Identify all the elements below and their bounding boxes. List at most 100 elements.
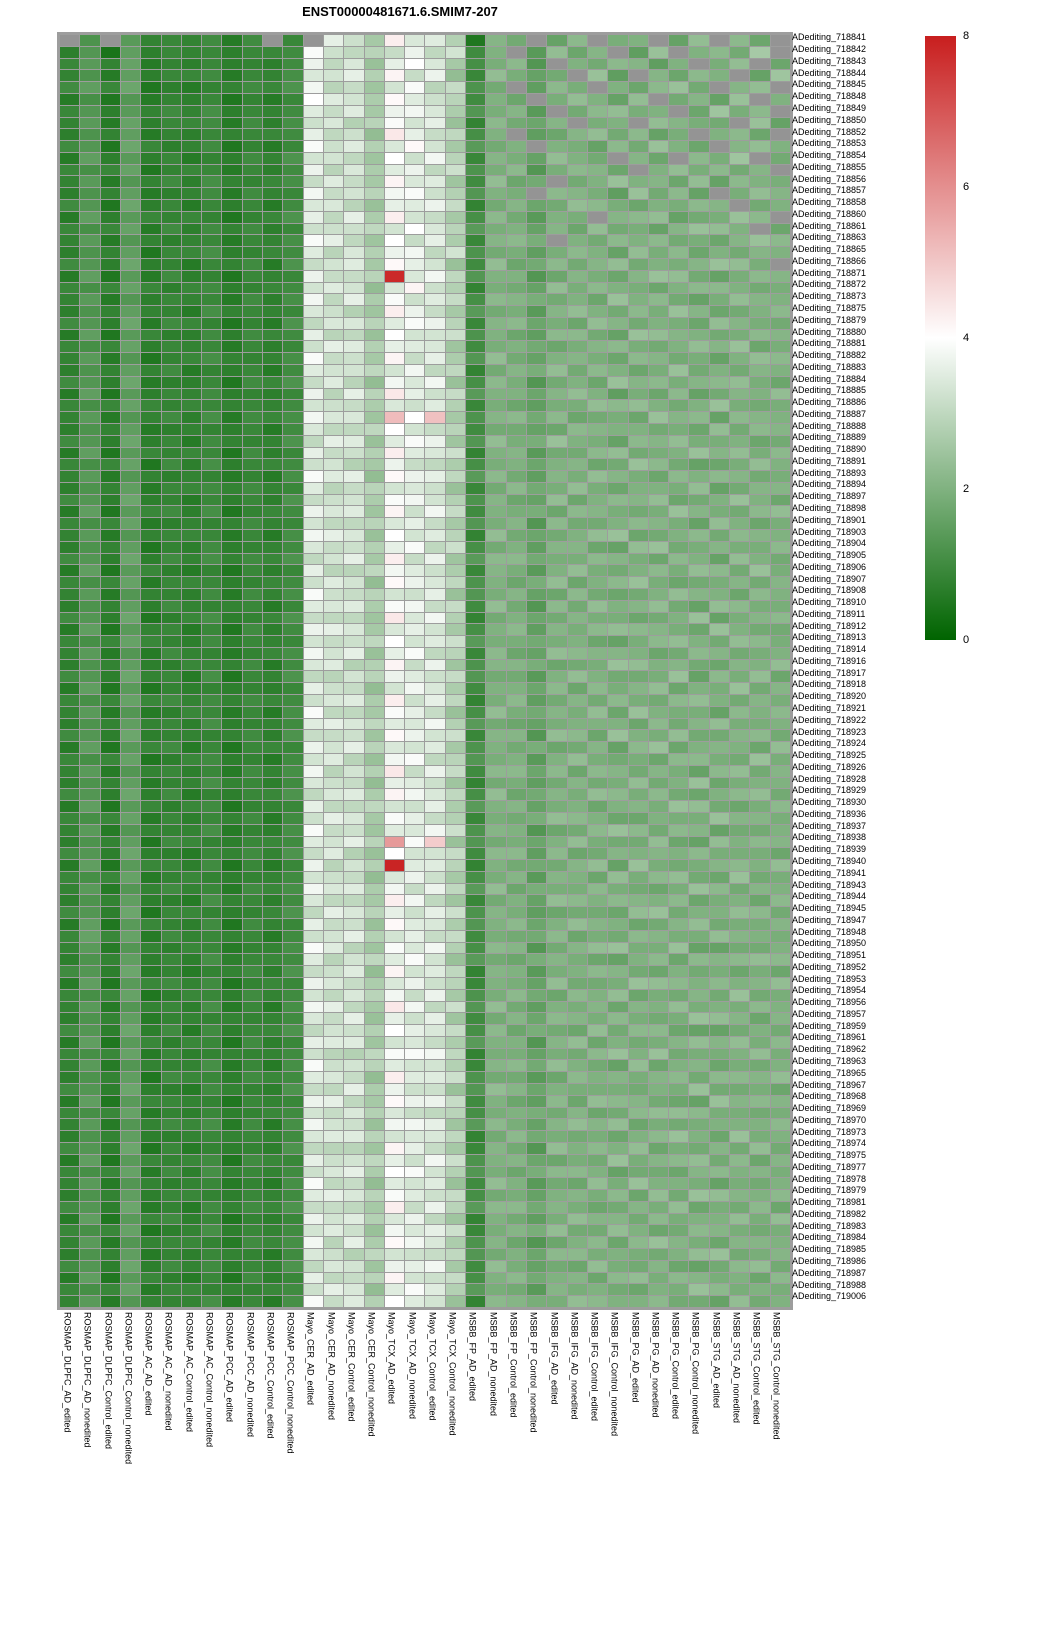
heatmap-cell [141, 506, 161, 518]
heatmap-cell [60, 247, 80, 258]
heatmap-cell [547, 647, 567, 659]
heatmap-cell [161, 1260, 181, 1272]
heatmap-cell [100, 1296, 120, 1307]
heatmap-cell [222, 1237, 242, 1249]
heatmap-cell [303, 1166, 323, 1178]
heatmap-cell [425, 46, 445, 58]
heatmap-cell [283, 1237, 303, 1249]
heatmap-cell [527, 1107, 547, 1119]
heatmap-cell [323, 282, 344, 294]
heatmap-cell [750, 317, 770, 329]
heatmap-cell [344, 329, 364, 341]
heatmap-cell [648, 671, 669, 683]
heatmap-cell [80, 1119, 100, 1131]
heatmap-cell [770, 588, 790, 600]
heatmap-cell [161, 93, 181, 105]
heatmap-cell [730, 1201, 750, 1213]
heatmap-cell [527, 530, 547, 541]
heatmap-cell [120, 1048, 141, 1060]
heatmap-cell [486, 1225, 506, 1237]
heatmap-cell [730, 1048, 750, 1060]
row-label: ADediting_718849 [792, 102, 867, 113]
heatmap-cell [222, 624, 242, 636]
heatmap-cell [364, 1142, 384, 1154]
heatmap-cell [730, 93, 750, 105]
heatmap-cell [364, 1084, 384, 1095]
heatmap-cell [323, 82, 344, 93]
heatmap-cell [689, 1131, 709, 1142]
heatmap-cell [161, 1119, 181, 1131]
heatmap-cell [222, 1013, 242, 1025]
heatmap-cell [263, 258, 283, 270]
heatmap-cell [709, 365, 730, 376]
heatmap-cell [202, 164, 222, 176]
heatmap-cell [648, 695, 669, 706]
column-label-slot: MSBB_FP_Control_nonedited [523, 1312, 543, 1642]
heatmap-cell [181, 730, 202, 742]
heatmap-cell [486, 223, 506, 235]
heatmap-cell [466, 789, 486, 801]
heatmap-cell [344, 895, 364, 907]
heatmap-cell [323, 848, 344, 860]
heatmap-cell [425, 1001, 445, 1013]
heatmap-cell [80, 553, 100, 565]
heatmap-cell [608, 930, 628, 942]
heatmap-cell [60, 152, 80, 164]
heatmap-cell [425, 105, 445, 117]
heatmap-cell [384, 919, 405, 930]
heatmap-cell [669, 1249, 689, 1260]
heatmap-cell [80, 765, 100, 777]
heatmap-cell [141, 317, 161, 329]
heatmap-cell [141, 977, 161, 989]
heatmap-cell [608, 46, 628, 58]
heatmap-cell [506, 1048, 527, 1060]
heatmap-cell [486, 977, 506, 989]
heatmap-cell [222, 541, 242, 553]
heatmap-cell [120, 1060, 141, 1072]
heatmap-cell [202, 258, 222, 270]
heatmap-cell [323, 1272, 344, 1284]
heatmap-cell [486, 789, 506, 801]
heatmap-cell [709, 82, 730, 93]
heatmap-cell [323, 588, 344, 600]
heatmap-cell [80, 93, 100, 105]
heatmap-cell [323, 647, 344, 659]
heatmap-cell [445, 482, 466, 494]
heatmap-cell [628, 553, 648, 565]
heatmap-cell [202, 200, 222, 211]
heatmap-cell [120, 671, 141, 683]
row-label: ADediting_718968 [792, 1091, 867, 1102]
heatmap-cell [405, 176, 425, 188]
heatmap-cell [141, 836, 161, 848]
heatmap-cell [669, 860, 689, 871]
heatmap-cell [202, 176, 222, 188]
heatmap-cell [60, 1166, 80, 1178]
column-label: MSBB_IFG_Control_nonedited [609, 1312, 620, 1437]
heatmap-cell [425, 907, 445, 919]
heatmap-cell [466, 176, 486, 188]
heatmap-cell [466, 58, 486, 70]
heatmap-cell [425, 636, 445, 647]
heatmap-cell [669, 459, 689, 471]
heatmap-cell [323, 612, 344, 624]
heatmap-cell [750, 58, 770, 70]
heatmap-cell [303, 754, 323, 765]
heatmap-cell [425, 600, 445, 612]
heatmap-cell [486, 954, 506, 966]
heatmap-cell [750, 600, 770, 612]
heatmap-cell [344, 435, 364, 447]
heatmap-cell [364, 388, 384, 400]
heatmap-cell [100, 223, 120, 235]
heatmap-cell [344, 801, 364, 812]
row-label: ADediting_718880 [792, 326, 867, 337]
row-label: ADediting_718974 [792, 1138, 867, 1149]
heatmap-cell [242, 129, 263, 141]
heatmap-cell [506, 200, 527, 211]
heatmap-cell [425, 1284, 445, 1296]
heatmap-cell [80, 294, 100, 306]
heatmap-cell [466, 612, 486, 624]
heatmap-cell [181, 482, 202, 494]
heatmap-cell [303, 1072, 323, 1084]
column-label: ROSMAP_AC_Control_nonedited [204, 1312, 215, 1448]
heatmap-cell [283, 1249, 303, 1260]
